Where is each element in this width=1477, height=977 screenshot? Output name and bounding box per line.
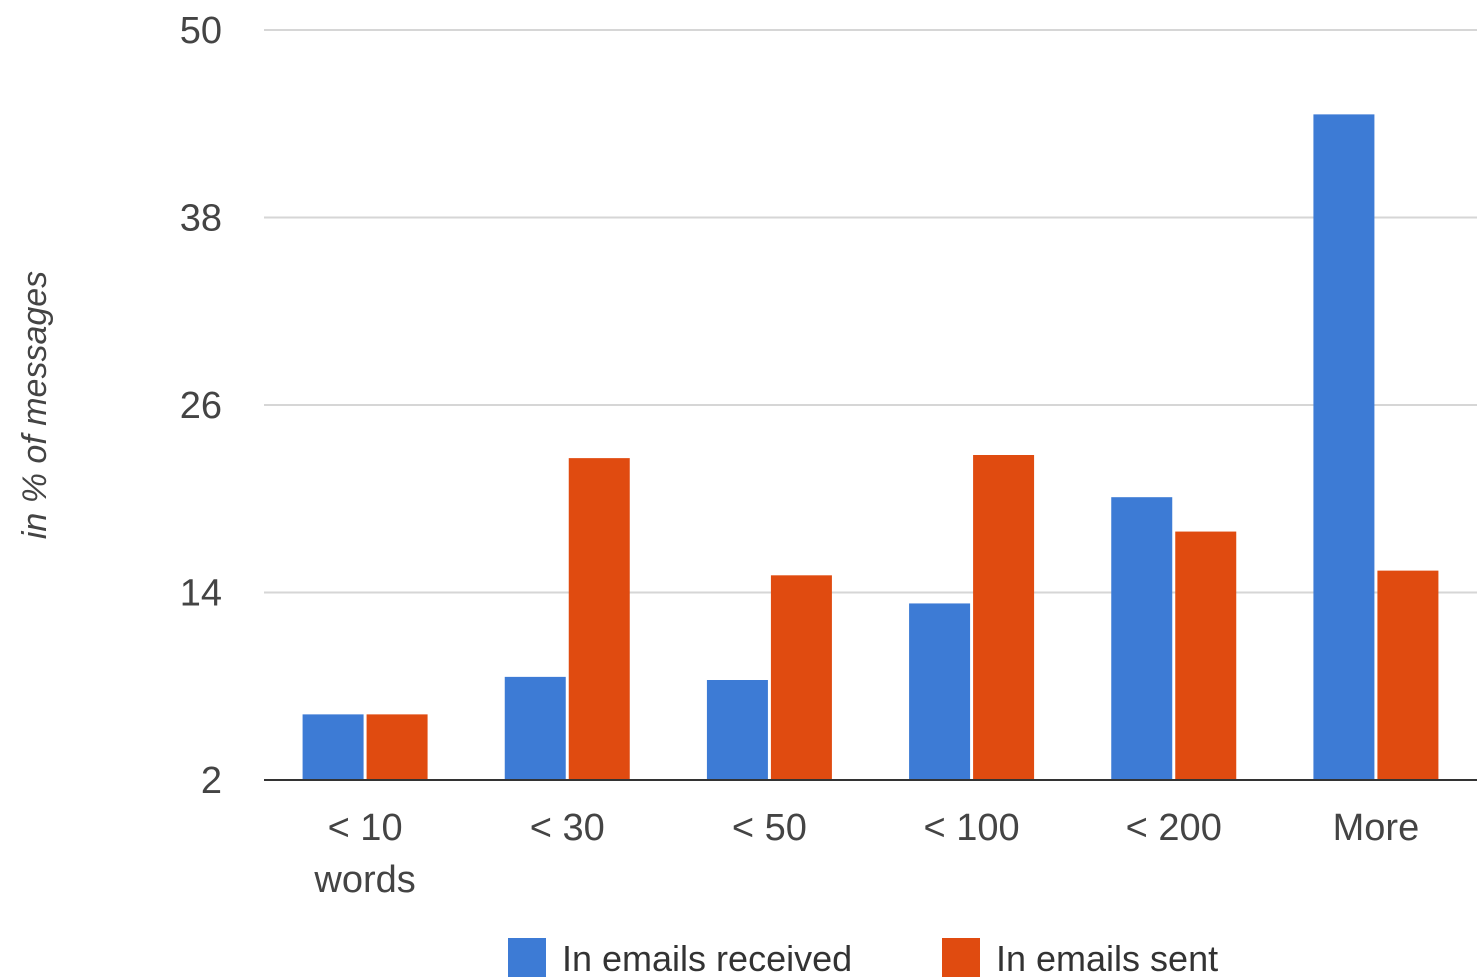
y-tick-label: 50 — [180, 10, 222, 52]
bar-sent — [1175, 531, 1237, 780]
bar-received — [706, 680, 768, 780]
x-tick-label: < 50 — [732, 807, 807, 849]
bar-received — [1111, 497, 1173, 780]
x-axis-ticks: < 10 words < 30 < 50 < 100 < 200 More — [313, 807, 1419, 901]
bar-sent — [1377, 570, 1439, 780]
legend-label: In emails received — [562, 938, 852, 977]
bar-sent — [973, 455, 1035, 780]
legend: In emails received In emails sent — [508, 938, 1218, 977]
legend-label: In emails sent — [996, 938, 1218, 977]
x-tick-label: < 200 — [1126, 807, 1222, 849]
bar-sent — [366, 714, 428, 780]
bar-received — [909, 603, 971, 780]
x-tick-label: < 10 — [328, 807, 403, 849]
bars — [302, 114, 1439, 780]
x-tick-label: < 30 — [530, 807, 605, 849]
y-tick-label: 14 — [180, 573, 222, 615]
y-axis-ticks: 2 14 26 38 50 — [180, 10, 222, 802]
y-tick-label: 2 — [201, 760, 222, 802]
legend-swatch — [942, 938, 980, 977]
y-axis-label: in % of messages — [16, 271, 54, 539]
x-tick-label: words — [313, 859, 415, 901]
gridlines — [264, 29, 1477, 594]
y-tick-label: 26 — [180, 385, 222, 427]
bar-received — [504, 676, 566, 780]
x-tick-label: More — [1333, 807, 1420, 849]
y-tick-label: 38 — [180, 198, 222, 240]
x-tick-label: < 100 — [924, 807, 1020, 849]
legend-swatch — [508, 938, 546, 977]
bar-received — [302, 714, 364, 780]
bar-received — [1313, 114, 1375, 780]
bar-sent — [568, 458, 630, 780]
bar-sent — [770, 575, 832, 780]
